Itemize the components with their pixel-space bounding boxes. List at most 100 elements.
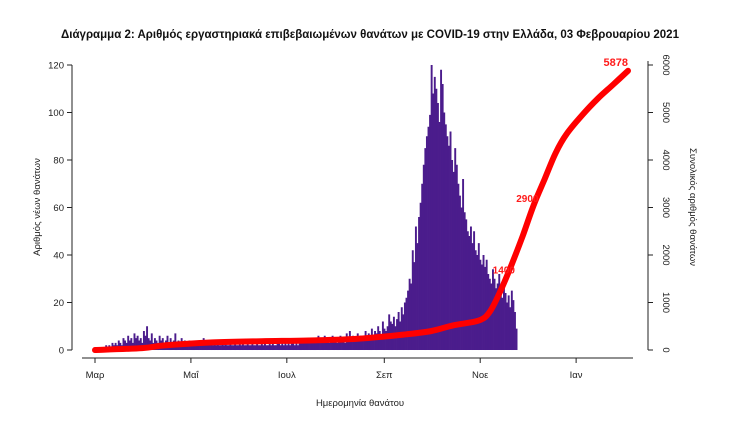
daily-deaths-bar xyxy=(227,345,230,350)
daily-deaths-bar xyxy=(471,243,474,351)
daily-deaths-bar xyxy=(231,345,233,350)
left-y-axis: 0 20 40 60 80 100 120 xyxy=(48,61,73,357)
daily-deaths-bar xyxy=(130,338,133,351)
left-tick-label: 120 xyxy=(48,61,64,72)
daily-deaths-bar xyxy=(136,335,139,350)
x-tick-label: Μαΐ xyxy=(183,370,199,381)
daily-deaths-bar xyxy=(276,340,279,350)
daily-deaths-bar xyxy=(185,345,188,350)
daily-deaths-bar xyxy=(289,345,292,350)
daily-deaths-bar xyxy=(273,345,276,350)
x-tick-label: Σεπ xyxy=(376,370,393,381)
daily-deaths-bar xyxy=(457,183,460,350)
cumulative-deaths-line xyxy=(92,67,631,353)
daily-deaths-bar xyxy=(425,136,428,350)
daily-deaths-bar xyxy=(240,345,243,350)
chart-title: Διάγραμμα 2: Αριθμός εργαστηριακά επιβεβ… xyxy=(61,29,680,41)
daily-deaths-bar xyxy=(429,114,432,351)
daily-deaths-bar xyxy=(501,297,504,350)
right-tick-label: 5000 xyxy=(660,102,671,123)
daily-deaths-bar xyxy=(128,340,131,350)
daily-deaths-bar xyxy=(350,340,353,350)
daily-deaths-bar xyxy=(237,345,240,350)
right-y-axis: 0 1000 2000 3000 4000 5000 6000 xyxy=(647,54,671,353)
daily-deaths-bar xyxy=(301,340,304,350)
daily-deaths-bar xyxy=(367,333,370,351)
daily-deaths-bar xyxy=(334,340,337,350)
daily-deaths-bar xyxy=(322,338,325,351)
daily-deaths-bar xyxy=(204,345,207,350)
daily-deaths-bar xyxy=(482,255,485,350)
daily-deaths-bar xyxy=(194,345,197,350)
y2-axis-label: Συνολικός αριθμός θανάτων xyxy=(687,148,698,266)
daily-deaths-bar xyxy=(460,207,463,350)
daily-deaths-bar xyxy=(380,335,383,350)
daily-deaths-bar xyxy=(413,262,416,351)
daily-deaths-bar xyxy=(193,342,196,351)
left-tick-label: 40 xyxy=(53,251,64,262)
daily-deaths-bar xyxy=(469,226,472,350)
daily-deaths-bar xyxy=(403,302,406,350)
daily-deaths-bar xyxy=(424,148,427,351)
daily-deaths-bar xyxy=(353,338,356,351)
daily-deaths-bar xyxy=(315,340,318,350)
daily-deaths-bar xyxy=(455,164,458,350)
daily-deaths-bar xyxy=(499,290,502,351)
daily-deaths-bar xyxy=(150,333,153,351)
daily-deaths-bar xyxy=(468,236,471,350)
daily-deaths-bar xyxy=(142,331,145,350)
daily-deaths-bar xyxy=(336,342,339,351)
daily-deaths-bar xyxy=(436,103,439,350)
daily-deaths-bar xyxy=(281,342,284,351)
right-tick-label: 0 xyxy=(660,347,671,352)
daily-deaths-bar xyxy=(124,340,127,350)
x-tick-label: Ιαν xyxy=(570,370,583,381)
daily-deaths-bar xyxy=(411,250,414,350)
daily-deaths-bar xyxy=(352,335,354,350)
daily-deaths-bar xyxy=(479,259,482,350)
daily-deaths-bar xyxy=(418,217,421,350)
daily-deaths-bar xyxy=(443,112,446,350)
daily-deaths-bar xyxy=(234,342,237,351)
daily-deaths-bar xyxy=(199,345,202,350)
daily-deaths-bar xyxy=(297,345,299,350)
daily-deaths-bar xyxy=(248,345,251,350)
daily-deaths-bar xyxy=(191,342,194,351)
right-tick-label: 2000 xyxy=(660,244,671,265)
daily-deaths-bar xyxy=(407,290,410,351)
daily-deaths-bar xyxy=(138,340,141,350)
daily-deaths-bar xyxy=(267,345,270,350)
daily-deaths-bar xyxy=(243,345,246,350)
daily-deaths-bar xyxy=(410,283,413,350)
daily-deaths-bar xyxy=(422,164,425,350)
daily-deaths-bar xyxy=(253,345,255,350)
right-tick-label: 3000 xyxy=(660,197,671,218)
daily-deaths-bar xyxy=(504,293,507,350)
daily-deaths-bar xyxy=(300,338,303,351)
y-axis-label: Αριθμός νέων θανάτων xyxy=(32,158,43,256)
daily-deaths-bar xyxy=(446,136,449,350)
daily-deaths-bar xyxy=(405,297,408,350)
daily-deaths-bar xyxy=(330,340,332,350)
daily-deaths-bar xyxy=(246,342,249,351)
daily-deaths-bar xyxy=(427,126,430,350)
daily-deaths-bar xyxy=(451,160,454,350)
daily-deaths-bar xyxy=(135,338,138,351)
daily-deaths-bar xyxy=(282,345,285,350)
daily-deaths-bar xyxy=(249,345,252,350)
left-tick-label: 60 xyxy=(53,203,64,214)
daily-deaths-bar xyxy=(454,148,457,351)
x-axis-label: Ημερομηνία θανάτου xyxy=(316,398,404,409)
daily-deaths-bar xyxy=(210,342,213,351)
daily-deaths-bar xyxy=(416,243,419,351)
daily-deaths-bar xyxy=(372,335,375,350)
daily-deaths-bar xyxy=(444,124,447,351)
daily-deaths-bar xyxy=(295,342,298,351)
daily-deaths-bar xyxy=(503,285,505,351)
daily-deaths-bar xyxy=(440,69,443,350)
daily-deaths-bar xyxy=(190,345,193,350)
daily-deaths-bar xyxy=(293,345,296,350)
daily-deaths-bar xyxy=(229,342,232,351)
daily-deaths-bar xyxy=(438,122,441,350)
daily-deaths-bar xyxy=(220,345,222,350)
